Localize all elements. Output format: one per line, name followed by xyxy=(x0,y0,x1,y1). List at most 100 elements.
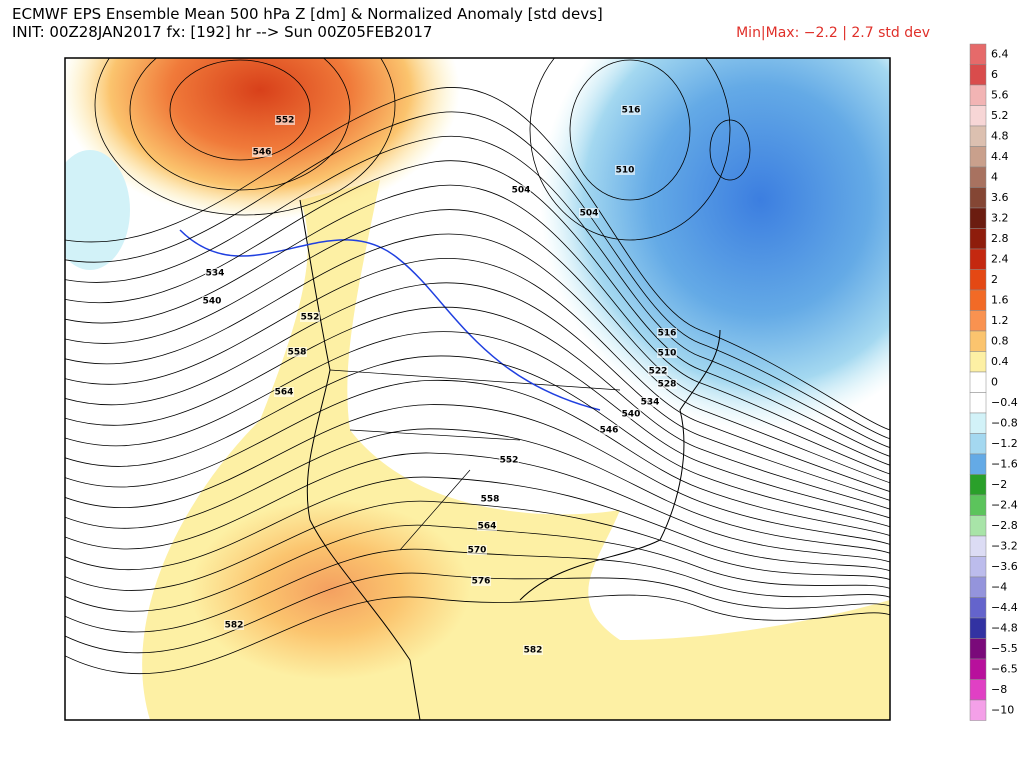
colorbar-swatch xyxy=(969,392,987,414)
label-bg xyxy=(621,105,641,115)
colorbar-swatch xyxy=(969,248,987,270)
colorbar-swatch xyxy=(969,330,987,352)
colorbar: 6.4 6 5.6 5.2 4.8 4.4 4 3.6 3.2 2.8 2.4 2 1.6 1.2 0.8 0… xyxy=(969,43,1018,721)
label-bg xyxy=(300,312,320,322)
label-bg xyxy=(287,347,307,357)
colorbar-swatch xyxy=(969,597,987,619)
colorbar-swatch xyxy=(969,433,987,455)
contour-line xyxy=(709,119,751,181)
contour-label: 516 xyxy=(622,106,641,116)
contour-line xyxy=(65,594,890,675)
anomaly-positive xyxy=(190,500,470,680)
contour-label: 540 xyxy=(622,410,641,420)
label-bg xyxy=(477,521,497,531)
contour-label: 552 xyxy=(301,313,320,323)
contour-label: 552 xyxy=(276,116,295,126)
colorbar-swatch xyxy=(969,105,987,127)
contour-label: 576 xyxy=(472,577,491,587)
contour-label: 558 xyxy=(288,348,307,358)
anomaly-positive xyxy=(65,58,460,220)
contour-label: 570 xyxy=(468,546,487,556)
colorbar-swatch xyxy=(969,187,987,209)
colorbar-label: 3.2 xyxy=(991,211,1009,224)
contour-label: 504 xyxy=(580,209,599,219)
contour-label: 510 xyxy=(616,166,635,176)
init-line: INIT: 00Z28JAN2017 fx: [192] hr --> Sun … xyxy=(12,23,432,41)
contour-line xyxy=(65,572,890,654)
label-bg xyxy=(499,455,519,465)
label-bg xyxy=(224,620,244,630)
contour-label: 528 xyxy=(658,380,677,390)
colorbar-label: 5.6 xyxy=(991,88,1009,101)
contour-line xyxy=(65,111,890,440)
contour-line xyxy=(65,428,890,554)
contour-line xyxy=(65,257,890,492)
contour-line xyxy=(65,282,890,501)
label-bg xyxy=(274,387,294,397)
height-contours xyxy=(65,58,890,675)
contour-line xyxy=(569,59,691,201)
label-bg xyxy=(615,165,635,175)
contour-line xyxy=(65,548,890,633)
contour-label: 516 xyxy=(658,329,677,339)
contour-label: 546 xyxy=(600,426,619,436)
colorbar-swatch xyxy=(969,371,987,393)
label-bg xyxy=(205,268,225,278)
contour-line xyxy=(529,58,731,241)
colorbar-label: −2.8 xyxy=(991,519,1018,532)
border xyxy=(329,369,621,551)
contour-line xyxy=(65,379,890,536)
colorbar-label: −4 xyxy=(991,580,1007,593)
coastline xyxy=(299,199,421,720)
climo-contour xyxy=(179,229,601,411)
contour-label: 582 xyxy=(225,621,244,631)
colorbar-label: 0.8 xyxy=(991,334,1009,347)
contour-line xyxy=(65,355,890,528)
contour-line xyxy=(65,331,890,519)
colorbar-swatch xyxy=(969,679,987,701)
colorbar-swatch xyxy=(969,310,987,332)
colorbar-swatch xyxy=(969,166,987,188)
colorbar-label: −4.4 xyxy=(991,601,1018,614)
colorbar-swatch xyxy=(969,207,987,229)
contour-label: 552 xyxy=(500,456,519,466)
contour-line xyxy=(65,306,890,510)
colorbar-label: −1.2 xyxy=(991,437,1018,450)
min-max: Min|Max: −2.2 | 2.7 std dev xyxy=(736,25,930,41)
colorbar-swatch xyxy=(969,515,987,537)
anomaly-negative xyxy=(65,150,130,270)
title: ECMWF EPS Ensemble Mean 500 hPa Z [dm] &… xyxy=(12,5,603,23)
contour-label: 510 xyxy=(658,349,677,359)
colorbar-swatch xyxy=(969,43,987,65)
contour-line xyxy=(65,476,890,572)
colorbar-swatch xyxy=(969,289,987,311)
contour-label: 546 xyxy=(253,148,272,158)
colorbar-label: 6.4 xyxy=(991,47,1009,60)
contour-label: 504 xyxy=(512,186,531,196)
contour-line xyxy=(129,58,351,191)
colorbar-label: −10 xyxy=(991,703,1014,716)
contour-line xyxy=(65,184,890,466)
contour-label: 564 xyxy=(478,522,497,532)
colorbar-label: −2 xyxy=(991,478,1007,491)
colorbar-swatch xyxy=(969,658,987,680)
colorbar-label: 4.4 xyxy=(991,150,1009,163)
colorbar-label: −0.8 xyxy=(991,416,1018,429)
colorbar-swatch xyxy=(969,576,987,598)
contour-label: 534 xyxy=(641,398,660,408)
label-bg xyxy=(202,296,222,306)
contour-line xyxy=(94,58,396,216)
label-bg xyxy=(471,576,491,586)
colorbar-swatch xyxy=(969,617,987,639)
label-bg xyxy=(523,645,543,655)
contour-line xyxy=(169,59,311,161)
contour-label: 558 xyxy=(481,495,500,505)
colorbar-label: 0 xyxy=(991,375,998,388)
label-bg xyxy=(275,115,295,125)
label-bg xyxy=(579,208,599,218)
colorbar-label: 3.6 xyxy=(991,191,1009,204)
label-bg xyxy=(252,147,272,157)
contour-line xyxy=(65,87,890,431)
colorbar-label: −2.4 xyxy=(991,498,1018,511)
